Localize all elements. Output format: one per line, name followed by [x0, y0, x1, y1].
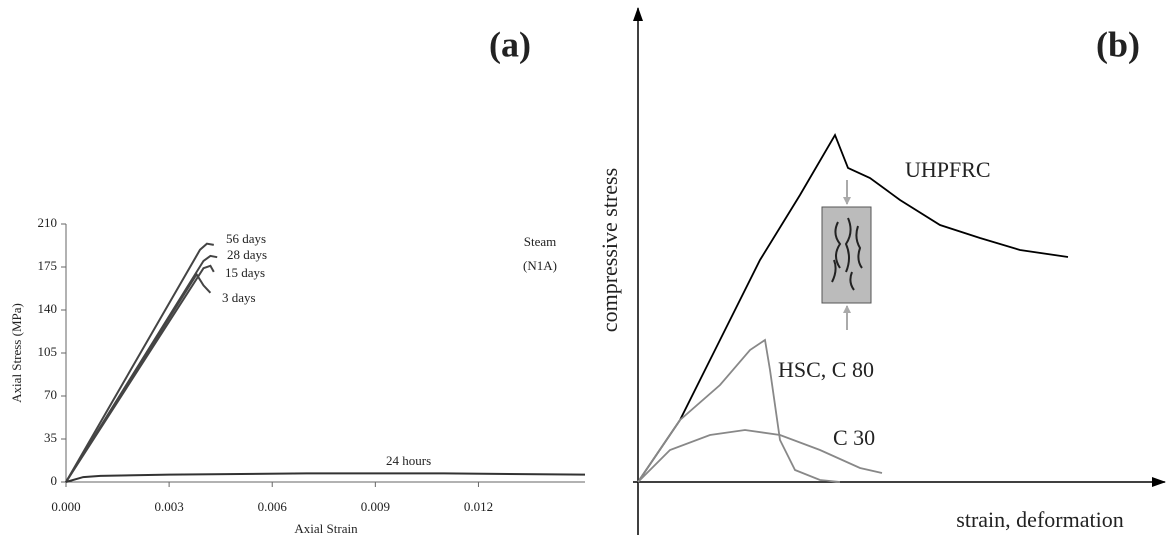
series-line — [65, 242, 214, 483]
annotation: Steam — [524, 234, 557, 249]
y-axis-title: compressive stress — [597, 168, 622, 332]
specimen-icon — [821, 180, 872, 330]
chart-title: (a) — [489, 24, 531, 64]
series-label: 3 days — [222, 290, 256, 305]
y-tick-label: 35 — [44, 430, 57, 445]
y-tick-label: 70 — [44, 387, 57, 402]
y-axis-title: Axial Stress (MPa) — [9, 303, 24, 403]
series-line — [65, 472, 586, 483]
series-line — [637, 132, 1069, 483]
x-tick-label: 0.012 — [464, 499, 493, 514]
y-tick-label: 175 — [38, 258, 58, 273]
series-label: C 30 — [833, 425, 875, 450]
x-tick-label: 0.003 — [154, 499, 183, 514]
x-axis-title: strain, deformation — [956, 507, 1123, 532]
y-tick-label: 210 — [38, 215, 58, 230]
series-label: 15 days — [225, 265, 265, 280]
y-tick-label: 140 — [38, 301, 58, 316]
series-line — [637, 429, 883, 483]
x-tick-label: 0.000 — [51, 499, 80, 514]
series-label: UHPFRC — [905, 157, 991, 182]
annotation: (N1A) — [523, 258, 557, 273]
series-label: 24 hours — [386, 453, 431, 468]
series-label: 28 days — [227, 247, 267, 262]
y-tick-label: 0 — [51, 473, 58, 488]
series-line — [65, 264, 215, 483]
series-label: HSC, C 80 — [778, 357, 874, 382]
series-line — [65, 272, 212, 483]
y-tick-label: 105 — [38, 344, 58, 359]
x-tick-label: 0.009 — [361, 499, 390, 514]
chart-title: (b) — [1096, 24, 1140, 64]
series-line — [637, 338, 841, 483]
x-tick-label: 0.006 — [258, 499, 288, 514]
x-axis-title: Axial Strain — [294, 521, 358, 536]
series-label: 56 days — [226, 231, 266, 246]
